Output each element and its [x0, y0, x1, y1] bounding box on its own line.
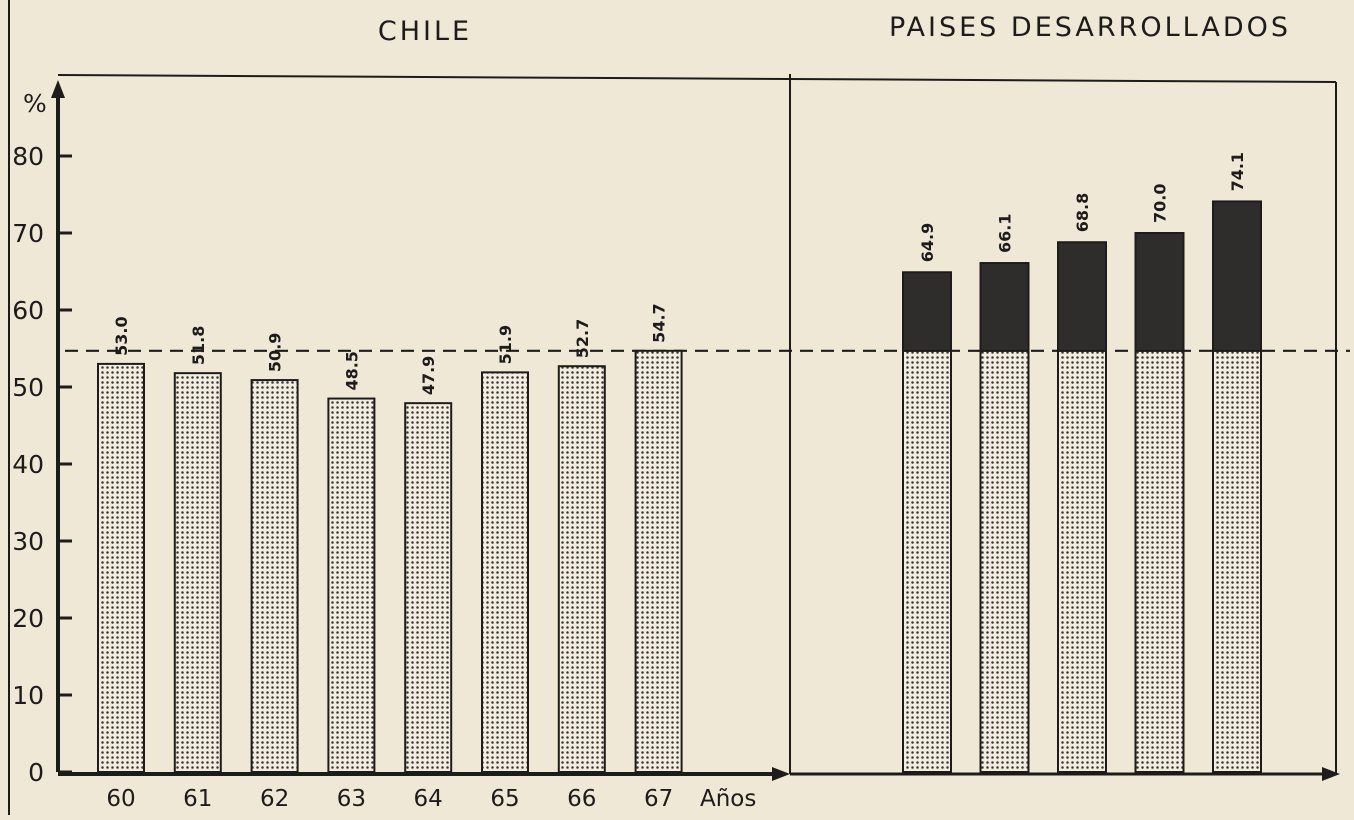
y-tick-label: 60: [12, 296, 44, 325]
bar-value-label: 64.9: [918, 223, 937, 262]
bar-developed-excess: [1134, 232, 1185, 352]
bar-developed-base: [902, 349, 952, 773]
bar-chile: [97, 362, 145, 773]
panel-title-chile: CHILE: [378, 16, 472, 47]
y-tick-label: 50: [12, 373, 44, 402]
x-tick-label: 63: [337, 786, 366, 812]
bar-chile: [404, 402, 453, 773]
bar-value-label: 74.1: [1228, 152, 1247, 191]
bar-developed-base: [1212, 349, 1262, 773]
y-tick-label: 80: [12, 142, 44, 171]
bar-value-label: 52.7: [573, 319, 592, 358]
bar-developed-excess: [979, 262, 1030, 352]
x-tick-label: 61: [183, 786, 212, 812]
bar-developed-base: [979, 349, 1030, 773]
bar-value-label: 68.8: [1073, 193, 1092, 232]
bar-developed-base: [1134, 349, 1185, 773]
bar-developed-base: [1057, 349, 1107, 773]
bar-value-label: 50.9: [266, 333, 285, 372]
bar-chile: [634, 349, 683, 773]
bar-value-label: 53.0: [112, 316, 131, 355]
bar-chile: [557, 365, 606, 773]
bar-chile: [173, 372, 222, 773]
y-tick-label: 40: [12, 450, 44, 479]
bar-value-label: 47.9: [419, 356, 438, 395]
bar-value-label: 66.1: [996, 214, 1015, 253]
y-unit-label: %: [23, 89, 47, 118]
x-axis-arrow-developed: [1322, 767, 1340, 781]
bar-value-label: 54.7: [650, 303, 669, 342]
y-tick-label: 20: [12, 604, 44, 633]
bar-value-label: 48.5: [342, 351, 361, 390]
x-tick-label: 67: [644, 786, 673, 812]
bar-developed-excess: [902, 271, 952, 352]
x-unit-label: Años: [700, 786, 756, 812]
bar-chile: [327, 397, 376, 773]
y-tick-label: 10: [12, 681, 44, 710]
top-border: [57, 74, 1337, 83]
bar-chile: [250, 379, 299, 773]
y-tick-label: 0: [28, 758, 44, 787]
bar-value-label: 70.0: [1151, 184, 1170, 223]
bar-value-label: 51.8: [189, 326, 208, 365]
panel-title-developed: PAISES DESARROLLADOS: [889, 12, 1291, 43]
chart-marks: 0 10 20 30 40 50 60 70 80 53.0 60 51.8 61 50.9 62 48.5 6…: [12, 142, 1350, 812]
x-tick-label: 60: [106, 786, 135, 812]
x-tick-label: 65: [490, 786, 519, 812]
y-tick-label: 70: [12, 219, 44, 248]
y-axis-arrow: [51, 80, 65, 98]
x-tick-label: 64: [414, 786, 443, 812]
bar-developed-excess: [1057, 241, 1107, 352]
bar-developed-excess: [1212, 200, 1262, 352]
bar-chile: [481, 371, 529, 773]
y-tick-label: 30: [12, 527, 44, 556]
x-tick-label: 62: [260, 786, 289, 812]
x-tick-label: 66: [567, 786, 596, 812]
bar-value-label: 51.9: [496, 325, 515, 364]
x-axis-arrow-chile: [772, 767, 790, 781]
